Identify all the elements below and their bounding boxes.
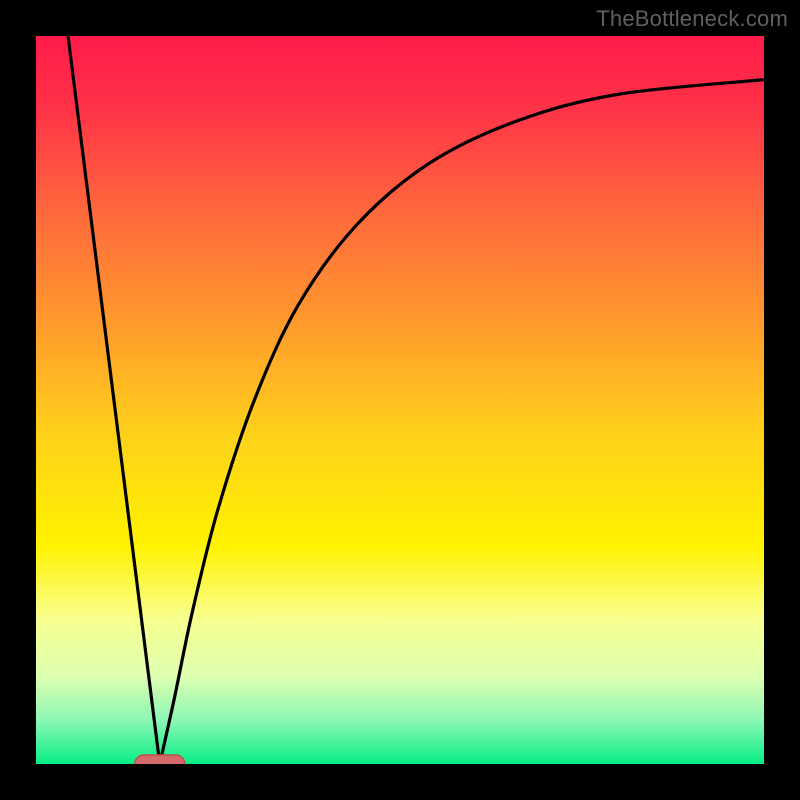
chart-container: TheBottleneck.com xyxy=(0,0,800,800)
watermark-text: TheBottleneck.com xyxy=(596,6,788,32)
bottleneck-chart xyxy=(0,0,800,800)
